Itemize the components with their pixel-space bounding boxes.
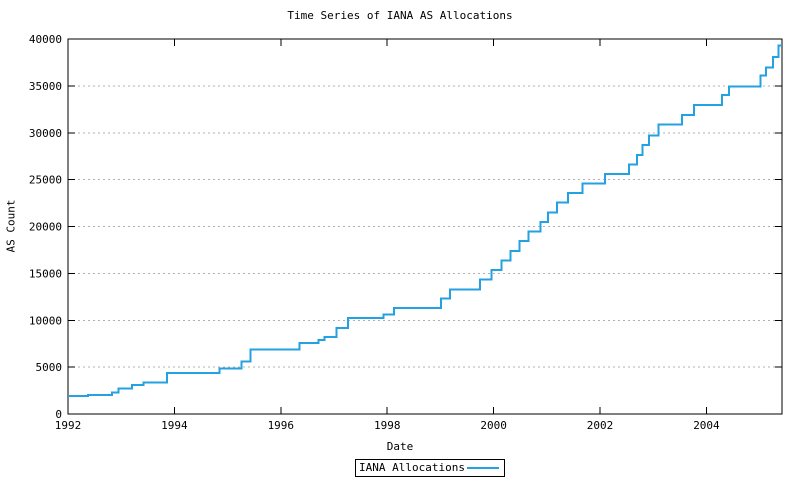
x-tick-label: 2000	[480, 419, 507, 432]
legend-label: IANA Allocations	[359, 461, 465, 474]
x-tick-label: 1992	[55, 419, 82, 432]
x-axis-label: Date	[386, 440, 414, 453]
y-axis-label: AS Count	[4, 199, 18, 253]
x-tick-label: 2004	[693, 419, 720, 432]
y-tick-label: 35000	[29, 80, 62, 93]
y-tick-label: 5000	[36, 361, 63, 374]
x-tick-label: 1996	[268, 419, 295, 432]
x-tick-label: 2002	[587, 419, 614, 432]
data-line-iana-allocations	[68, 44, 782, 398]
legend-line-sample	[467, 467, 499, 469]
y-tick-label: 0	[55, 408, 62, 421]
legend: IANA Allocations	[355, 459, 505, 477]
y-tick-label: 30000	[29, 127, 62, 140]
y-tick-label: 20000	[29, 221, 62, 234]
y-tick-label: 15000	[29, 267, 62, 280]
y-tick-label: 25000	[29, 174, 62, 187]
x-tick-label: 1994	[161, 419, 188, 432]
x-tick-label: 1998	[374, 419, 401, 432]
y-tick-label: 10000	[29, 314, 62, 327]
chart-title: Time Series of IANA AS Allocations	[287, 9, 513, 22]
y-tick-label: 40000	[29, 33, 62, 46]
